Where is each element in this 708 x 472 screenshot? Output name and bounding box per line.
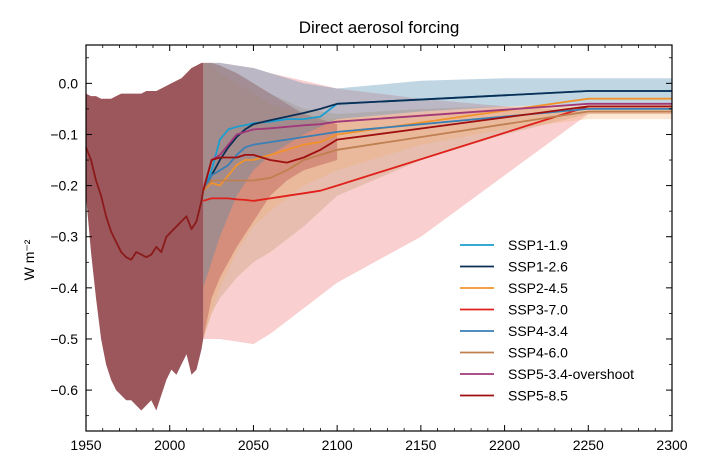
line-ssp4-3-4	[202, 108, 672, 192]
legend-label: SSP4-3.4	[508, 323, 568, 339]
legend-label: SSP1-1.9	[508, 237, 568, 253]
line-ssp3-7-0	[202, 105, 672, 202]
x-tick-label: 2100	[322, 437, 353, 453]
legend-label: SSP4-6.0	[508, 345, 568, 361]
legend-label: SSP1-2.6	[508, 259, 568, 275]
plot-frame	[85, 44, 673, 432]
y-tick-label: −0.5	[50, 331, 78, 347]
y-axis-label: W m⁻²	[21, 239, 37, 280]
band-ssp5-8-5	[203, 62, 338, 340]
legend-label: SSP5-3.4-overshoot	[508, 366, 634, 382]
y-tick-label: −0.4	[50, 280, 78, 296]
band-ssp3-7-0	[203, 62, 672, 345]
historical-band	[86, 62, 204, 411]
legend-label: SSP3-7.0	[508, 302, 568, 318]
axes: 1950 2000 2050 2100 2150 2200 2250 2300 0.0 −0.1 −…	[50, 44, 688, 453]
chart-title: Direct aerosol forcing	[299, 18, 460, 37]
x-tick-label: 1950	[70, 437, 101, 453]
y-tick-label: −0.3	[50, 229, 78, 245]
line-ssp5-8-5	[202, 105, 672, 191]
line-ssp4-6-0	[202, 110, 672, 192]
uncertainty-bands	[203, 62, 672, 345]
line-ssp5-3-4-overshoot	[202, 102, 672, 191]
y-tick-label: −0.1	[50, 126, 78, 142]
scenario-lines	[202, 90, 672, 202]
x-tick-label: 2300	[656, 437, 687, 453]
band-ssp1-2-6	[203, 62, 672, 288]
historical-line	[85, 146, 205, 261]
y-tick-label: −0.2	[50, 178, 78, 194]
x-tick-label: 2200	[489, 437, 520, 453]
x-tick-label: 2250	[573, 437, 604, 453]
x-tick-label: 2000	[154, 437, 185, 453]
band-ssp4-6-0	[203, 62, 672, 340]
historical-series	[85, 62, 205, 411]
band-ssp2-4-5	[203, 62, 672, 340]
legend: SSP1-1.9 SSP1-2.6 SSP2-4.5 SSP3-7.0 SSP4-3.4…	[460, 237, 634, 404]
x-tick-label: 2050	[238, 437, 269, 453]
legend-label: SSP2-4.5	[508, 280, 568, 296]
y-tick-label: −0.6	[50, 382, 78, 398]
y-tick-label: 0.0	[59, 75, 79, 91]
legend-label: SSP5-8.5	[508, 388, 568, 404]
x-tick-label: 2150	[405, 437, 436, 453]
